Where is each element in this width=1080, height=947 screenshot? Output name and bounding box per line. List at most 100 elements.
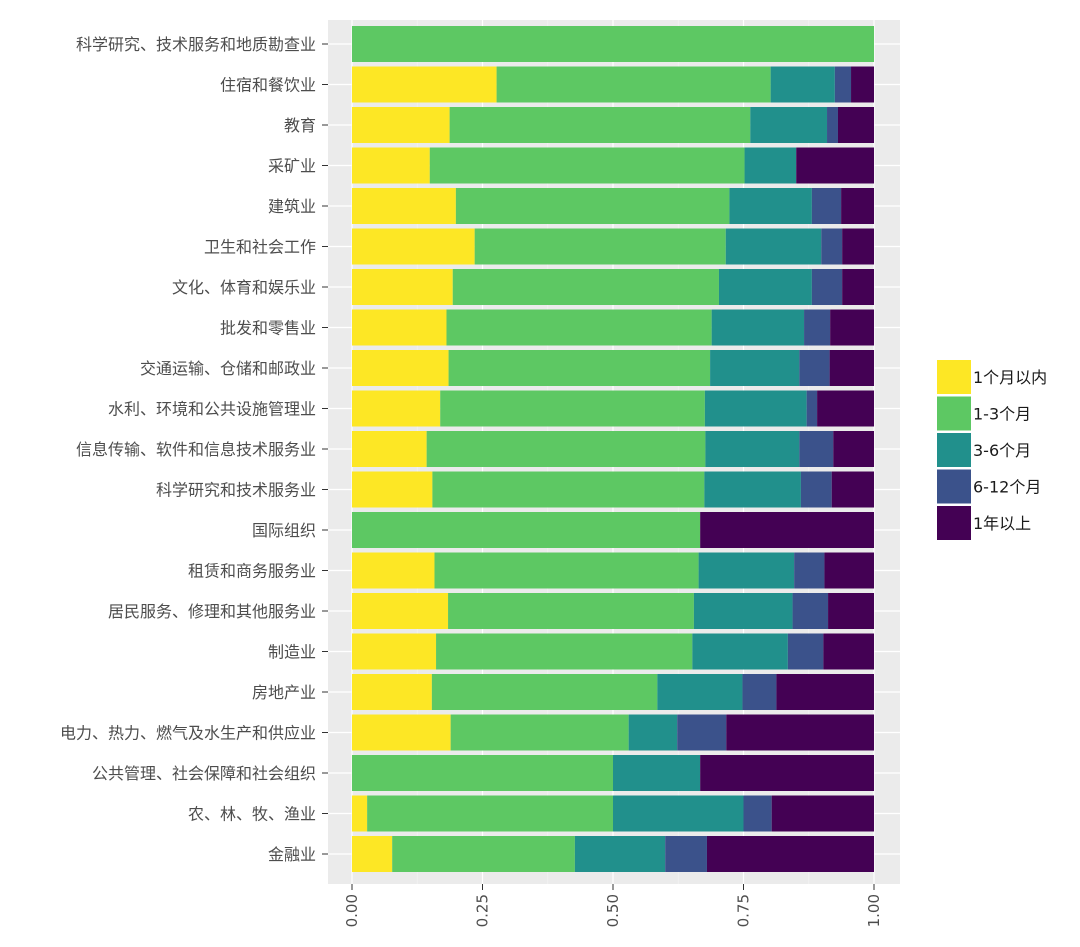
bar-segment	[726, 714, 874, 751]
legend-label: 1年以上	[973, 514, 1031, 533]
x-tick-label: 1.00	[865, 894, 883, 927]
bar-segment	[665, 836, 707, 872]
category-labels: 科学研究、技术服务和地质勘查业住宿和餐饮业教育采矿业建筑业卫生和社会工作文化、体…	[60, 35, 328, 864]
bar-segment	[794, 552, 825, 589]
legend-swatch	[937, 396, 971, 431]
legend-swatch	[937, 469, 971, 504]
legend: 1个月以内 1-3个月 3-6个月 6-12个月 1年以上	[937, 360, 1047, 540]
category-label: 居民服务、修理和其他服务业	[108, 602, 316, 621]
bar-row	[352, 350, 874, 386]
bar-row	[352, 269, 874, 305]
bar-segment	[811, 188, 842, 224]
bar-segment	[830, 309, 874, 346]
bar-row	[352, 431, 874, 467]
bar-segment	[842, 228, 874, 265]
category-label: 制造业	[268, 643, 316, 662]
bar-segment	[841, 188, 874, 224]
bar-row	[352, 147, 874, 184]
bar-segment	[837, 107, 874, 143]
bar-segment	[452, 269, 719, 305]
bar-segment	[352, 66, 497, 103]
bar-segment	[352, 552, 435, 589]
bar-segment	[496, 66, 771, 103]
bar-segment	[827, 107, 838, 143]
category-label: 教育	[284, 116, 316, 135]
x-tick-label: 0.00	[343, 894, 361, 927]
bar-segment	[455, 188, 730, 224]
bar-row	[352, 633, 874, 670]
bar-segment	[352, 228, 475, 265]
legend-swatch	[937, 506, 971, 540]
bar-segment	[431, 674, 658, 710]
bar-row	[352, 755, 874, 791]
bar-segment	[352, 593, 449, 629]
category-label: 文化、体育和娱乐业	[172, 278, 316, 297]
bar-segment	[692, 633, 788, 670]
legend-label: 3-6个月	[973, 441, 1031, 460]
bar-segment	[823, 633, 874, 670]
bar-segment	[824, 552, 874, 589]
bar-segment	[776, 674, 874, 710]
category-label: 交通运输、仓储和邮政业	[140, 359, 316, 378]
bar-segment	[700, 755, 874, 791]
category-label: 农、林、牧、渔业	[188, 805, 316, 824]
category-label: 水利、环境和公共设施管理业	[108, 400, 316, 419]
bar-segment	[718, 269, 812, 305]
category-label: 电力、热力、燃气及水生产和供应业	[60, 724, 316, 743]
bar-segment	[799, 431, 834, 467]
category-label: 国际组织	[252, 521, 316, 540]
bar-row	[352, 593, 874, 629]
bar-segment	[352, 836, 393, 872]
bar-row	[352, 714, 874, 751]
bar-segment	[706, 836, 874, 872]
bar-segment	[352, 269, 453, 305]
bar-row	[352, 390, 874, 427]
bar-segment	[698, 552, 795, 589]
bar-segment	[821, 228, 843, 265]
bar-row	[352, 66, 874, 103]
category-label: 批发和零售业	[220, 319, 316, 338]
bar-segment	[725, 228, 822, 265]
bar-segment	[426, 431, 706, 467]
bar-segment	[352, 755, 613, 791]
x-tick-label: 0.75	[735, 894, 753, 927]
category-label: 采矿业	[268, 157, 316, 176]
bar-segment	[711, 309, 805, 346]
bar-row	[352, 26, 874, 62]
bar-segment	[750, 107, 828, 143]
bar-segment	[352, 390, 441, 427]
bar-segment	[804, 309, 831, 346]
bar-segment	[705, 431, 800, 467]
bar-row	[352, 836, 874, 872]
legend-label: 1-3个月	[973, 405, 1031, 424]
bar-segment	[352, 795, 368, 832]
category-label: 科学研究和技术服务业	[156, 481, 316, 500]
bar-segment	[806, 390, 818, 427]
bar-segment	[474, 228, 726, 265]
bar-segment	[799, 350, 830, 386]
bar-segment	[710, 350, 800, 386]
bar-segment	[352, 512, 701, 548]
bar-segment	[450, 714, 629, 751]
legend-swatch	[937, 433, 971, 467]
bar-segment	[700, 512, 874, 548]
bar-segment	[729, 188, 812, 224]
legend-label: 6-12个月	[973, 478, 1041, 497]
bar-row	[352, 188, 874, 224]
bar-segment	[842, 269, 874, 305]
bar-segment	[834, 66, 852, 103]
bar-segment	[352, 188, 456, 224]
bar-segment	[352, 431, 427, 467]
bar-segment	[352, 309, 447, 346]
bar-segment	[796, 147, 874, 184]
category-label: 公共管理、社会保障和社会组织	[92, 764, 316, 783]
bar-segment	[449, 107, 751, 143]
bar-segment	[352, 350, 449, 386]
bar-segment	[677, 714, 727, 751]
bar-segment	[448, 350, 711, 386]
bar-segment	[811, 269, 843, 305]
bar-segment	[628, 714, 678, 751]
bar-row	[352, 512, 874, 548]
category-label: 金融业	[268, 845, 316, 864]
